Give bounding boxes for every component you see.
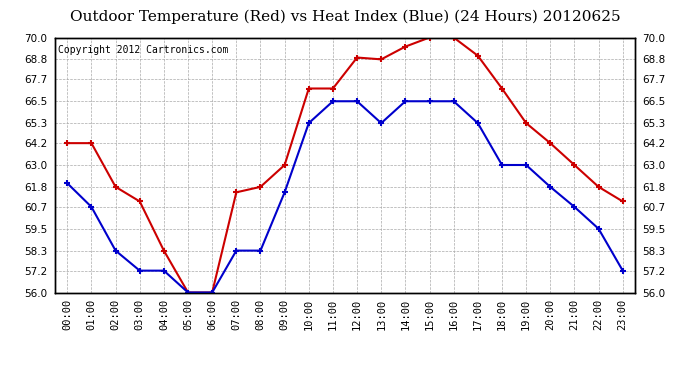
Text: Copyright 2012 Cartronics.com: Copyright 2012 Cartronics.com [58,45,228,55]
Text: Outdoor Temperature (Red) vs Heat Index (Blue) (24 Hours) 20120625: Outdoor Temperature (Red) vs Heat Index … [70,9,620,24]
